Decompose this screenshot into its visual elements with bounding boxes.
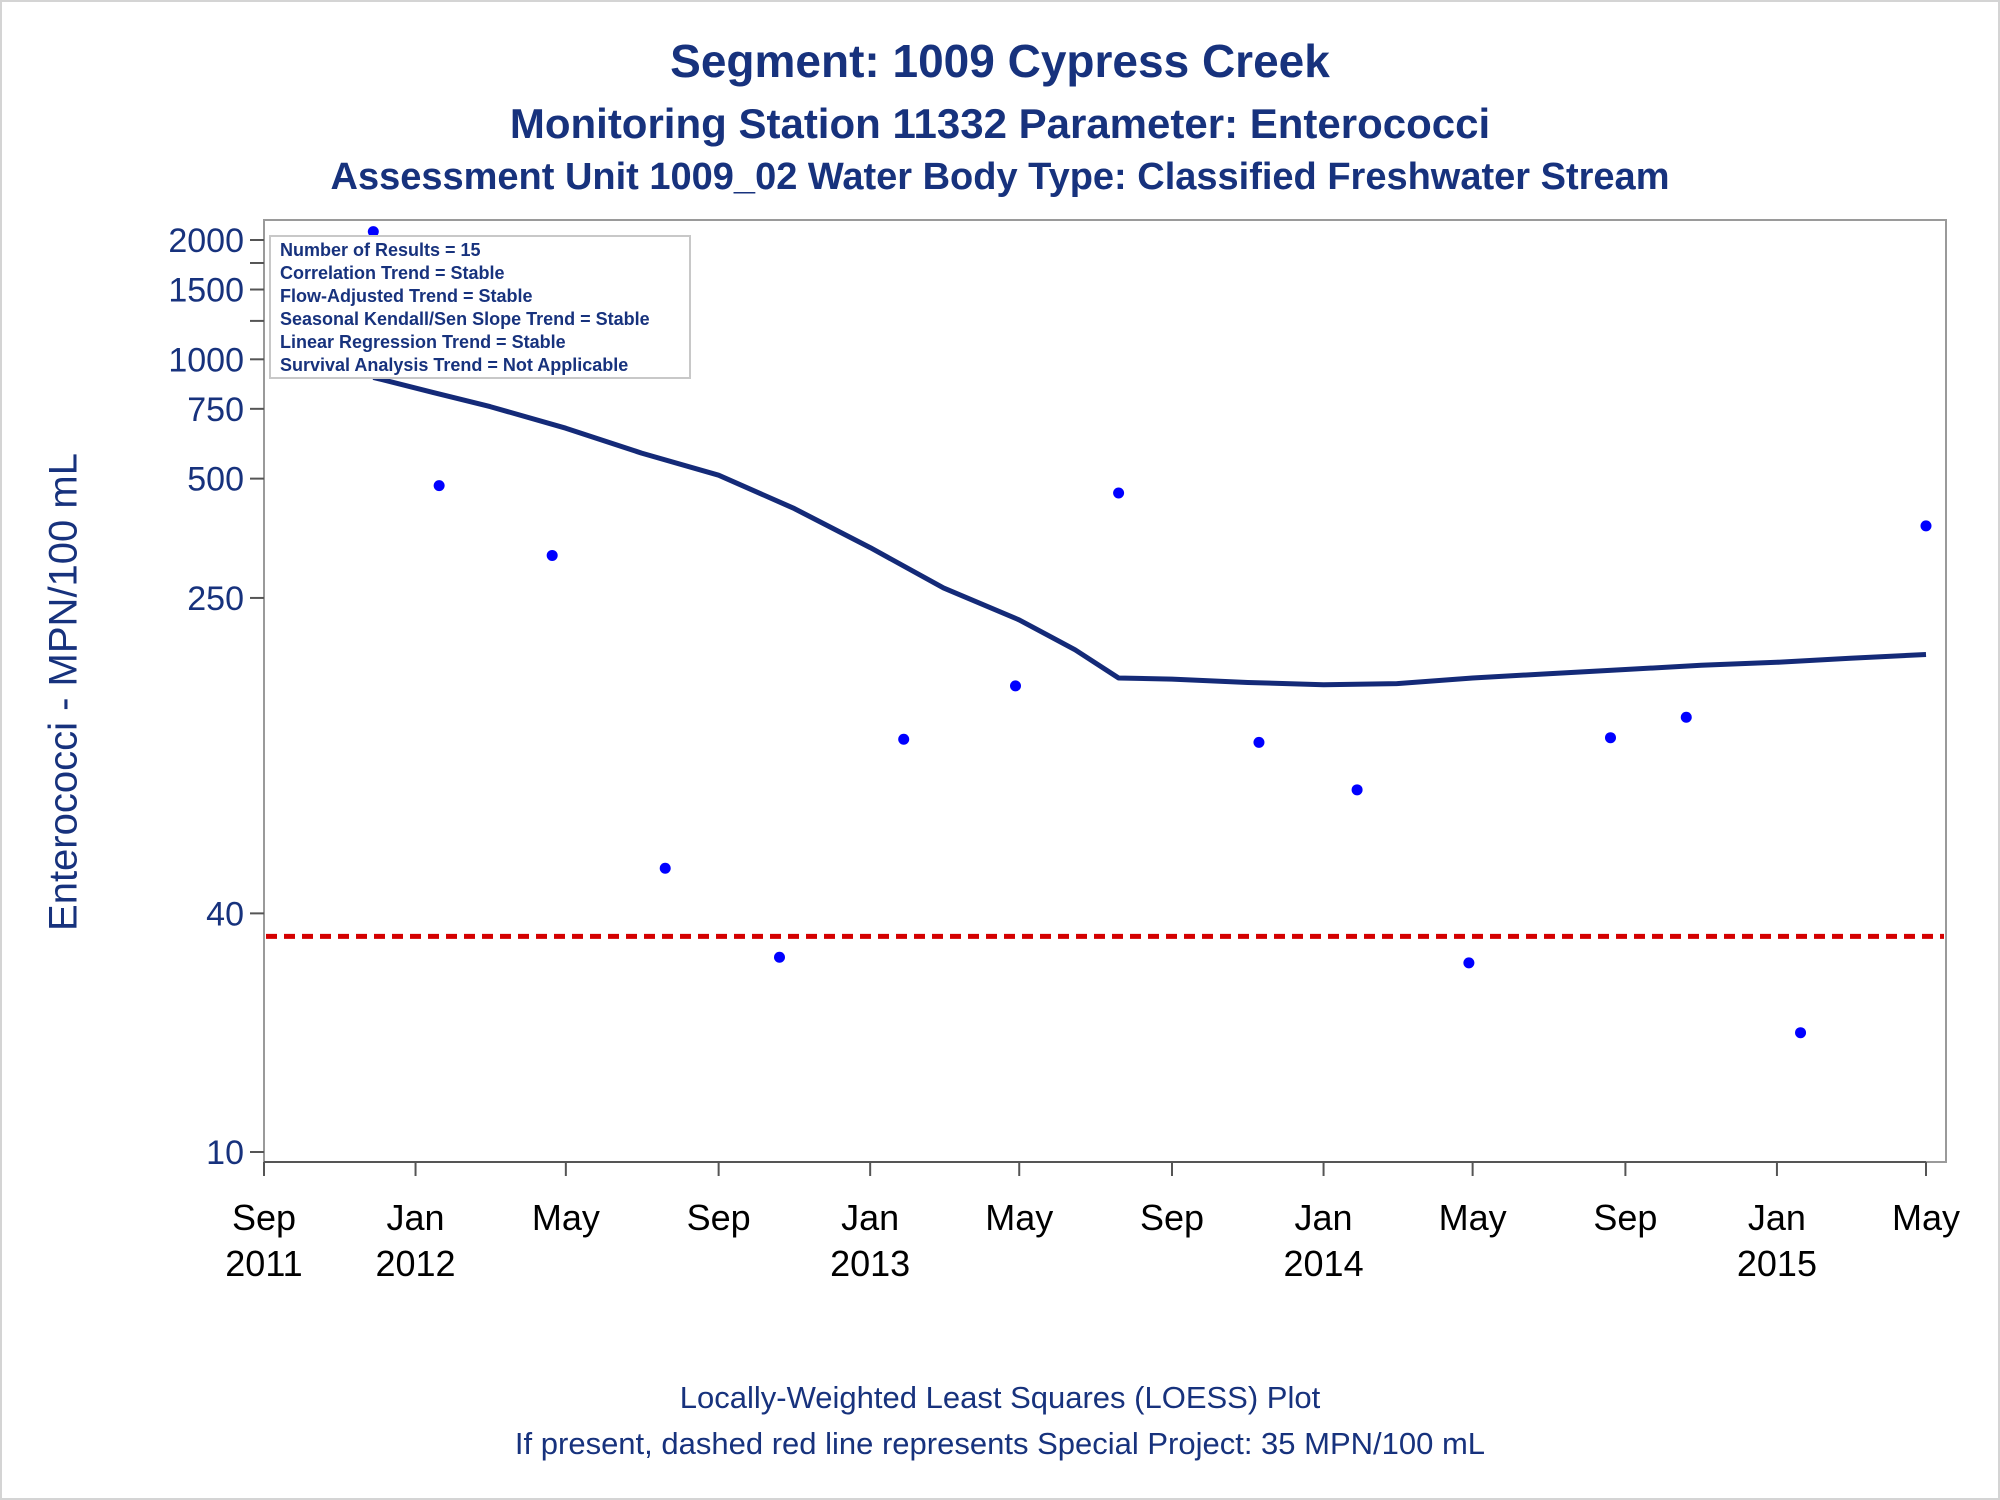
x-tick-year-label: 2012 [375, 1243, 455, 1284]
data-point [546, 549, 558, 561]
y-tick-label: 2000 [168, 222, 244, 260]
x-tick-year-label: 2011 [225, 1243, 302, 1284]
y-tick-label: 1500 [168, 272, 244, 310]
x-tick-label: Jan [387, 1197, 445, 1238]
data-point [1113, 487, 1125, 499]
x-tick-label: Jan [1748, 1197, 1806, 1238]
y-tick-label: 10 [206, 1134, 244, 1172]
data-point [1253, 736, 1265, 748]
x-tick-label: May [532, 1197, 600, 1238]
chart-subtitle-2: Assessment Unit 1009_02 Water Body Type:… [330, 156, 1670, 198]
chart-subtitle: Monitoring Station 11332 Parameter: Ente… [509, 100, 1491, 147]
data-point [1604, 732, 1616, 744]
x-tick-label: May [1892, 1197, 1960, 1238]
x-tick-label: Sep [687, 1197, 751, 1238]
legend-line: Seasonal Kendall/Sen Slope Trend = Stabl… [280, 309, 650, 329]
data-point [1351, 784, 1363, 796]
data-point [1920, 520, 1932, 532]
x-tick-label: May [1439, 1197, 1507, 1238]
chart-title: Segment: 1009 Cypress Creek [670, 35, 1330, 87]
y-tick-label: 500 [187, 461, 244, 499]
data-point [1680, 711, 1692, 723]
legend-line: Survival Analysis Trend = Not Applicable [280, 355, 628, 375]
legend-line: Correlation Trend = Stable [280, 263, 505, 283]
x-tick-year-label: 2013 [830, 1243, 910, 1284]
legend-box [269, 235, 691, 379]
x-tick-label: Jan [1295, 1197, 1353, 1238]
axes: 10 40 250 500 750 1000 1500 2000 Sep 2011 Jan 2012 M… [168, 219, 1960, 1284]
y-tick-label: 250 [187, 580, 244, 618]
legend-line: Flow-Adjusted Trend = Stable [280, 286, 533, 306]
x-tick-year-label: 2014 [1284, 1243, 1364, 1284]
legend-line: Linear Regression Trend = Stable [280, 332, 566, 352]
data-point [659, 862, 671, 874]
data-point [1795, 1027, 1807, 1039]
footer-note-reference: If present, dashed red line represents S… [514, 1426, 1486, 1461]
x-tick-label: Jan [841, 1197, 899, 1238]
x-tick-label: Sep [232, 1197, 296, 1238]
data-point [433, 480, 445, 492]
x-tick-label: Sep [1593, 1197, 1657, 1238]
data-point [773, 951, 785, 963]
data-point [367, 226, 379, 238]
footer-note-loess: Locally-Weighted Least Squares (LOESS) P… [679, 1380, 1321, 1415]
y-tick-label: 750 [187, 391, 244, 429]
x-tick-label: Sep [1140, 1197, 1204, 1238]
y-tick-label: 40 [206, 895, 244, 933]
data-points [367, 226, 1932, 1039]
data-point [1463, 957, 1475, 969]
x-tick-label: May [985, 1197, 1053, 1238]
legend-line: Number of Results = 15 [280, 240, 481, 260]
trend-legend: Number of Results = 15 Correlation Trend … [269, 235, 691, 379]
x-tick-year-label: 2015 [1737, 1243, 1817, 1284]
data-point [1010, 680, 1022, 692]
y-tick-label: 1000 [168, 341, 244, 379]
data-point [898, 733, 910, 745]
loess-trend-line [372, 374, 1927, 688]
